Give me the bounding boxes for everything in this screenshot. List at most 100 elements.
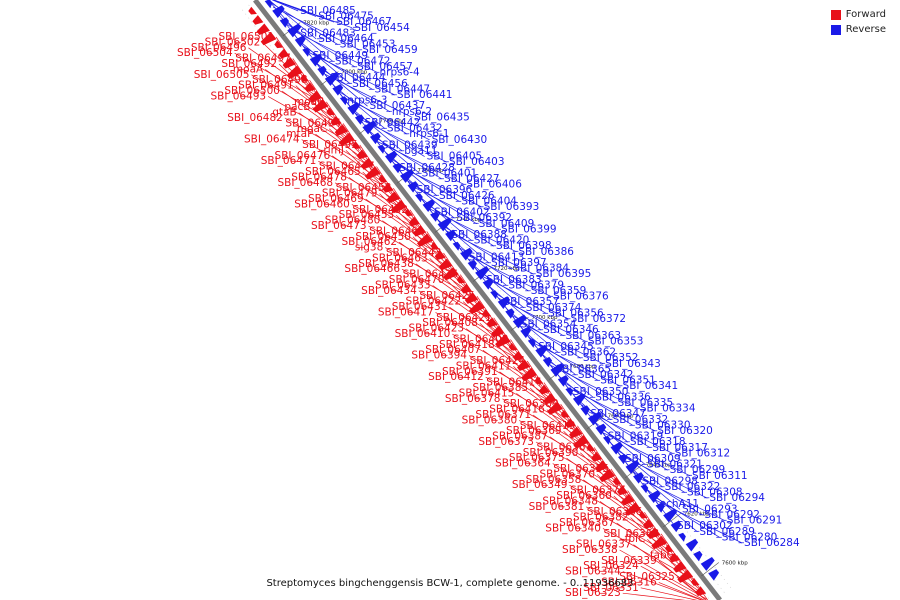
reverse-gene-label: SBI_06453	[340, 39, 396, 51]
reverse-gene-label: SBI_06475	[318, 11, 374, 23]
label-leader-line	[489, 286, 542, 331]
reverse-gene-label: SBI_06386	[518, 246, 574, 258]
forward-gene-label: SBI_06461	[369, 225, 425, 237]
forward-gene-label: SBI_06331	[583, 582, 639, 594]
forward-gene-feature	[595, 460, 609, 472]
label-leader-line	[560, 404, 594, 454]
forward-gene-label: SBI_06387	[492, 431, 548, 443]
reverse-gene-label: SBI_06302	[677, 520, 733, 532]
label-leader-line	[351, 204, 440, 254]
forward-gene-feature	[256, 23, 270, 36]
label-leader-line	[616, 522, 686, 573]
forward-gene-label: SBI_06505	[194, 69, 250, 81]
label-leader-line	[403, 174, 455, 219]
reverse-gene-label: SBI_06426	[439, 190, 495, 202]
reverse-gene-label: SBI_06439	[382, 139, 438, 151]
reverse-gene-label: SBI_06280	[722, 531, 778, 543]
reverse-gene-label: SBI_06397	[491, 257, 547, 269]
forward-gene-label: SBI_06415	[459, 387, 515, 399]
forward-gene-label: SBI_06479	[322, 188, 378, 200]
label-leader-line	[479, 322, 532, 373]
forward-gene-feature	[573, 435, 589, 449]
tick-label: 7760 kbp	[417, 168, 443, 174]
label-leader-line	[647, 538, 699, 589]
forward-gene-feature	[274, 40, 283, 49]
reverse-gene-label: SBI_06395	[536, 268, 592, 280]
forward-gene-label: SBI_06360	[556, 490, 612, 502]
forward-gene-feature	[543, 393, 557, 405]
label-leader-line	[407, 180, 477, 225]
label-leader-line	[581, 404, 651, 449]
label-leader-line	[348, 177, 419, 227]
label-leader-line	[415, 263, 486, 314]
label-leader-line	[494, 292, 564, 337]
forward-gene-label: SBI_06504	[177, 47, 233, 59]
reverse-gene-label: SBI_06308	[687, 487, 743, 499]
reverse-gene-label: SBI_06342	[578, 369, 634, 381]
forward-gene-label: SBI_06358	[526, 474, 582, 486]
forward-gene-label: SBI_06469	[308, 193, 364, 205]
reverse-gene-label: SBI_06420	[474, 235, 530, 247]
forward-gene-label: SBI_06340	[545, 522, 601, 534]
genome-axis	[242, 0, 733, 600]
reverse-swatch	[830, 24, 841, 35]
reverse-gene-label: SBI_06406	[466, 179, 522, 191]
forward-gene-feature	[360, 157, 375, 170]
forward-gene-feature	[569, 426, 583, 439]
label-leader-line	[398, 241, 469, 292]
tick-mark	[625, 464, 643, 479]
reverse-gene-label: SBI_06374	[526, 302, 582, 314]
forward-gene-feature	[382, 183, 394, 193]
label-leader-line	[342, 123, 377, 173]
label-leader-line	[372, 135, 443, 180]
forward-gene-label: SBI_06337	[576, 539, 632, 551]
label-leader-line	[284, 117, 373, 168]
reverse-gene-label: SBI_06352	[583, 352, 639, 364]
forward-gene-label: SBI_06458	[336, 182, 392, 194]
forward-gene-label: SBI_06361	[537, 441, 593, 453]
reverse-gene-feature	[302, 47, 310, 57]
label-leader-line	[498, 297, 586, 342]
reverse-gene-label: SBI_06413	[469, 251, 525, 263]
reverse-gene-label: SBI_06294	[709, 492, 765, 504]
label-leader-line	[326, 101, 360, 152]
legend-reverse: Reverse	[830, 24, 886, 35]
label-leader-line	[637, 477, 725, 521]
forward-gene-label: SBI_06412	[428, 371, 484, 383]
forward-gene-label: SBI_06460	[294, 198, 350, 210]
label-leader-line	[644, 512, 678, 562]
forward-gene-label: SBI_06491	[238, 80, 294, 92]
reverse-gene-feature	[400, 168, 415, 183]
forward-gene-label: SBI_06502	[205, 36, 261, 48]
reverse-gene-label: SBI_06435	[414, 111, 470, 123]
label-leader-line	[420, 197, 472, 241]
label-leader-line	[301, 139, 389, 190]
genome-caption: Streptomyces bingchenggensis BCW-1, comp…	[266, 578, 634, 589]
forward-gene-label: SBI_06423	[408, 323, 464, 335]
gene-features	[248, 0, 720, 596]
label-leader-line	[472, 264, 525, 309]
reverse-gene-label: SBI_06365	[556, 363, 612, 375]
forward-gene-label: SBI_06366	[587, 506, 643, 518]
reverse-gene-label: SBI_06322	[665, 481, 721, 493]
label-leader-line	[611, 443, 663, 488]
forward-gene-label: SBI_06477	[319, 161, 375, 173]
label-leader-line	[535, 441, 624, 492]
label-leader-line	[295, 85, 348, 135]
reverse-gene-feature	[309, 53, 323, 67]
label-leader-line	[640, 587, 698, 600]
label-leader-line	[532, 414, 603, 465]
reverse-gene-label: SBI_06384	[513, 263, 569, 275]
forward-gene-label: rimJ	[323, 144, 344, 156]
label-leader-line	[640, 565, 705, 600]
label-leader-line	[312, 106, 364, 157]
forward-gene-label: SBI_06394	[411, 350, 467, 362]
label-leader-line	[463, 253, 552, 297]
label-leader-line	[298, 40, 351, 85]
label-leader-line	[267, 96, 356, 146]
label-leader-line	[541, 354, 594, 398]
reverse-gene-feature	[287, 23, 302, 38]
reverse-gene-label: SBI_06362	[560, 347, 616, 359]
forward-gene-label: SBI_06389	[503, 398, 559, 410]
